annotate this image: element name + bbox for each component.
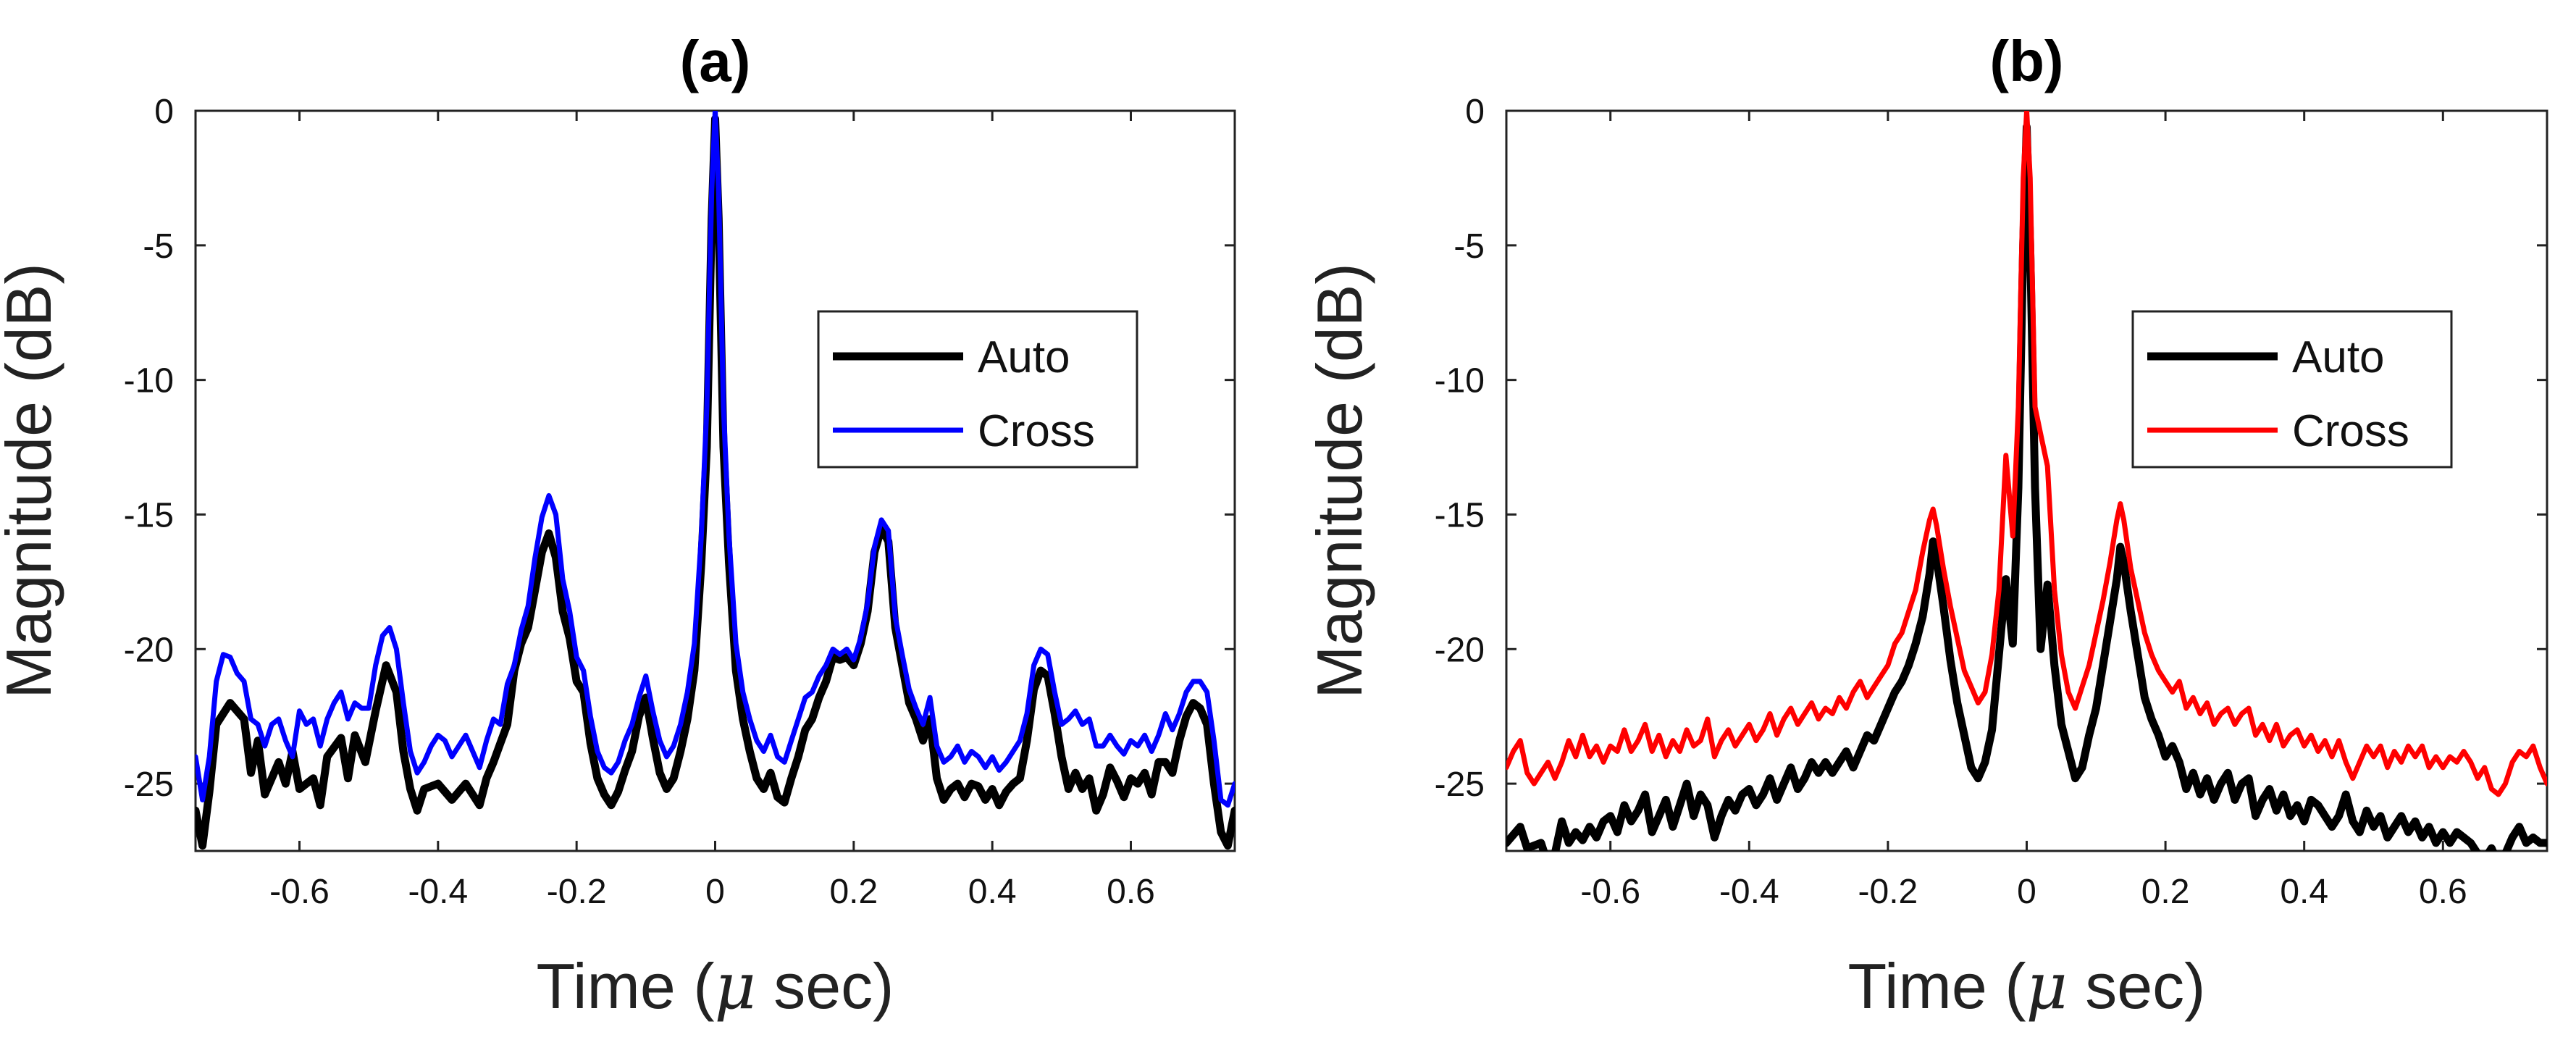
y-axis-label: Magnitude (dB)	[1304, 263, 1375, 699]
chart-title: (b)	[1989, 29, 2063, 93]
legend-box	[2131, 310, 2453, 469]
y-tick-label: 0	[154, 93, 174, 131]
x-tick-label: 0	[705, 873, 725, 911]
x-axis-label-main: Time (	[1848, 950, 2026, 1022]
x-tick-label: 0.6	[2419, 873, 2467, 911]
plot-lines	[1506, 111, 2547, 851]
x-tick-label: -0.2	[1858, 873, 1918, 911]
x-tick-label: 0.2	[829, 873, 878, 911]
y-axis-label: Magnitude (dB)	[0, 263, 64, 699]
chart-title: (a)	[680, 29, 751, 93]
series-line-auto	[196, 114, 1235, 850]
y-tick-label: 0	[1465, 93, 1485, 131]
legend-label-cross: Cross	[978, 406, 1095, 456]
chart-b: -0.6 -0.4 -0.2 0 0.2 0.4 0.6 0 -5 -10 -15 -20 -25 (b)…	[1304, 29, 2548, 1023]
x-axis-label-mu: μ	[715, 949, 756, 1023]
y-tick-label: -10	[124, 362, 174, 400]
chart-a: -0.6 -0.4 -0.2 0 0.2 0.4 0.6 0 -5 -10 -15 -20 -25 (a)…	[0, 29, 1236, 1023]
x-tick-label: 0.4	[2280, 873, 2328, 911]
plot-lines	[196, 111, 1235, 850]
x-axis-label: Time (μ sec)	[1848, 949, 2206, 1023]
y-tick-label: -20	[1435, 631, 1485, 669]
x-tick-label: -0.6	[269, 873, 330, 911]
x-tick-label: 0	[2017, 873, 2036, 911]
x-axis-label-rest: sec)	[2068, 950, 2206, 1022]
y-tick-label: -25	[1435, 765, 1485, 804]
y-tick-label: -20	[124, 631, 174, 669]
x-tick-label: 0.2	[2141, 873, 2190, 911]
legend: Auto Cross	[2131, 310, 2453, 469]
series-line-cross	[196, 111, 1235, 808]
x-axis-label-mu: μ	[2026, 949, 2068, 1023]
y-tick-label: -5	[1453, 227, 1485, 266]
y-tick-label: -25	[124, 765, 174, 804]
legend-label-auto: Auto	[2292, 332, 2385, 382]
x-axis-label: Time (μ sec)	[537, 949, 894, 1023]
y-tick-label: -15	[1435, 496, 1485, 534]
x-tick-label: -0.4	[408, 873, 468, 911]
y-tick-label: -5	[143, 227, 174, 266]
x-axis-label-rest: sec)	[756, 950, 894, 1022]
x-axis-label-main: Time (	[537, 950, 715, 1022]
x-tick-label: -0.2	[547, 873, 607, 911]
x-tick-label: 0.6	[1107, 873, 1155, 911]
legend: Auto Cross	[817, 310, 1138, 469]
y-tick-label: -10	[1435, 362, 1485, 400]
legend-label-cross: Cross	[2292, 406, 2409, 456]
y-tick-label: -15	[124, 496, 174, 534]
x-tick-label: -0.6	[1580, 873, 1640, 911]
legend-label-auto: Auto	[978, 332, 1070, 382]
x-tick-label: 0.4	[968, 873, 1017, 911]
legend-box	[817, 310, 1138, 469]
series-line-cross	[1506, 111, 2547, 797]
x-tick-label: -0.4	[1719, 873, 1779, 911]
